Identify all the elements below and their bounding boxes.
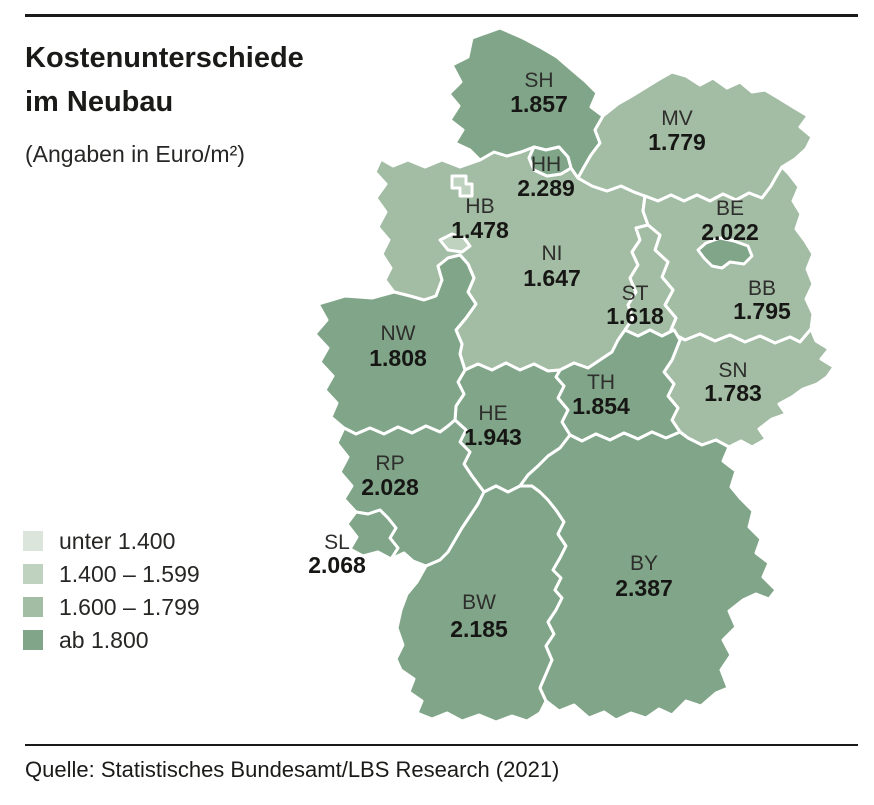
page-subtitle: (Angaben in Euro/m²) xyxy=(25,141,245,167)
state-code-label-SN: SN xyxy=(718,359,747,382)
state-value-label-BE: 2.022 xyxy=(701,219,759,245)
state-region-HH xyxy=(527,145,573,178)
state-code-label-MV: MV xyxy=(661,107,693,130)
state-code-label-TH: TH xyxy=(587,371,615,394)
legend-row: ab 1.800 xyxy=(23,627,200,653)
title-block: Kostenunterschiede im Neubau (Angaben in… xyxy=(25,36,304,168)
legend-swatch-class2 xyxy=(23,564,43,584)
legend-swatch-class3 xyxy=(23,597,43,617)
state-value-label-HH: 2.289 xyxy=(517,175,575,201)
legend-row: 1.400 – 1.599 xyxy=(23,561,200,587)
state-value-label-MV: 1.779 xyxy=(648,129,706,155)
state-value-label-HE: 1.943 xyxy=(464,424,522,450)
legend-label-class3: 1.600 – 1.799 xyxy=(59,593,200,620)
state-value-label-NI: 1.647 xyxy=(523,265,581,291)
state-code-label-SL: SL xyxy=(324,531,350,554)
state-value-label-NW: 1.808 xyxy=(369,345,427,371)
legend-row: unter 1.400 xyxy=(23,528,200,554)
state-code-label-NW: NW xyxy=(381,322,416,345)
state-code-label-HB: HB xyxy=(465,195,494,218)
source-text: Quelle: Statistisches Bundesamt/LBS Rese… xyxy=(25,757,560,782)
state-value-label-TH: 1.854 xyxy=(572,393,630,419)
state-value-label-SL: 2.068 xyxy=(308,552,366,578)
legend: unter 1.400 1.400 – 1.599 1.600 – 1.799 … xyxy=(23,528,200,663)
state-value-label-BY: 2.387 xyxy=(615,575,673,601)
legend-swatch-class4 xyxy=(23,630,43,650)
state-code-label-SH: SH xyxy=(524,69,553,92)
state-code-label-RP: RP xyxy=(375,452,404,475)
state-value-label-RP: 2.028 xyxy=(361,474,419,500)
state-code-label-BY: BY xyxy=(630,552,658,575)
state-region-SL xyxy=(345,508,400,561)
state-value-label-SH: 1.857 xyxy=(510,91,568,117)
state-code-label-HE: HE xyxy=(478,402,507,425)
top-rule xyxy=(25,14,858,17)
state-value-label-BW: 2.185 xyxy=(450,616,508,642)
state-code-label-ST: ST xyxy=(622,282,649,305)
state-region-BE xyxy=(696,236,754,270)
state-region-HB xyxy=(450,174,474,198)
state-code-label-BE: BE xyxy=(716,197,744,220)
state-code-label-BB: BB xyxy=(748,277,776,300)
state-value-label-ST: 1.618 xyxy=(606,303,664,329)
legend-label-class4: ab 1.800 xyxy=(59,626,149,653)
state-region-HB xyxy=(438,232,472,254)
legend-swatch-class1 xyxy=(23,531,43,551)
bottom-rule xyxy=(25,744,858,746)
legend-label-class1: unter 1.400 xyxy=(59,527,176,554)
state-value-label-SN: 1.783 xyxy=(704,380,762,406)
state-code-label-BW: BW xyxy=(462,591,496,614)
state-code-label-NI: NI xyxy=(542,242,563,265)
state-value-label-BB: 1.795 xyxy=(733,298,791,324)
page-title-line1: Kostenunterschiede xyxy=(25,42,304,74)
legend-label-class2: 1.400 – 1.599 xyxy=(59,560,200,587)
state-value-label-HB: 1.478 xyxy=(451,217,509,243)
state-region-BY xyxy=(518,430,778,722)
state-code-label-HH: HH xyxy=(531,153,561,176)
page-title-line2: im Neubau xyxy=(25,86,174,118)
legend-row: 1.600 – 1.799 xyxy=(23,594,200,620)
